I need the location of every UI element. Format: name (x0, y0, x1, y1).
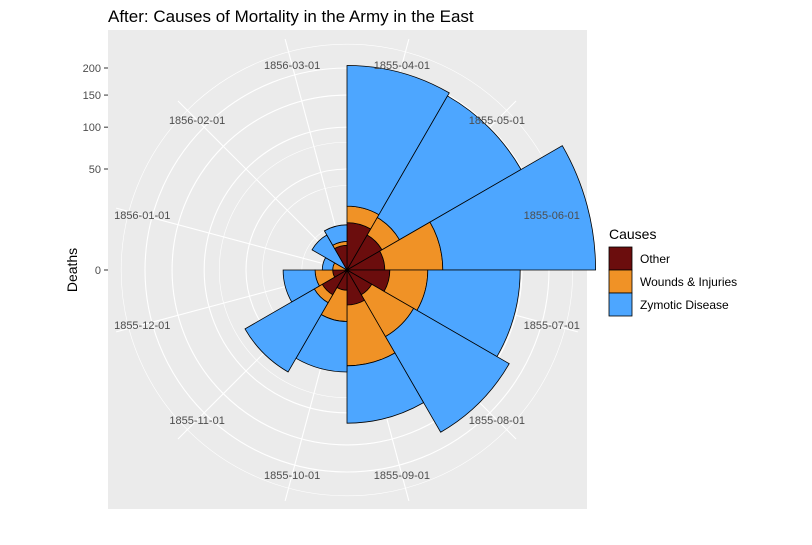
y-tick-label: 100 (83, 122, 101, 134)
legend-title: Causes (609, 226, 656, 242)
month-label: 1855-11-01 (169, 415, 224, 427)
legend-swatch (608, 269, 633, 294)
legend-label: Zymotic Disease (640, 298, 729, 312)
grid-spoke (116, 207, 348, 271)
y-tick-label: 150 (83, 90, 101, 102)
legend-swatch (608, 292, 633, 317)
month-label: 1855-07-01 (524, 320, 580, 332)
legend-items: Other Wounds & Injuries Zymotic Disease (608, 246, 737, 317)
legend-swatch (608, 246, 633, 271)
wedge-zymotic-disease (346, 65, 450, 216)
wedge-zymotic-disease (429, 145, 597, 271)
month-labels: 1855-04-01 1855-05-01 1855-06-01 1855-07-01… (114, 60, 580, 482)
month-label: 1856-02-01 (169, 115, 225, 127)
month-label: 1855-06-01 (524, 210, 580, 222)
y-tick-label: 50 (89, 164, 101, 176)
chart-title: After: Causes of Mortality in the Army i… (108, 7, 474, 26)
month-label: 1855-08-01 (469, 415, 525, 427)
wedge-zymotic-disease (376, 95, 522, 241)
month-label: 1855-12-01 (114, 320, 170, 332)
wedge-zymotic-disease (346, 352, 425, 424)
wedge-zymotic-disease (384, 307, 510, 433)
month-label: 1856-01-01 (114, 210, 170, 222)
month-label: 1855-09-01 (374, 470, 430, 482)
legend: Causes Other Wounds & Injuries Zymotic Dis… (608, 226, 737, 317)
y-tick-label: 200 (83, 63, 101, 75)
month-label: 1855-04-01 (374, 60, 430, 72)
wedge-zymotic-disease (416, 269, 521, 358)
month-label: 1855-10-01 (264, 470, 320, 482)
legend-label: Other (640, 252, 670, 266)
month-label: 1856-03-01 (264, 60, 320, 72)
month-label: 1855-05-01 (469, 115, 525, 127)
y-axis: 0 50 100 150 200 (83, 63, 108, 277)
wedge-zymotic-disease (244, 288, 329, 373)
legend-label: Wounds & Injuries (640, 275, 737, 289)
wedge-zymotic-disease (323, 224, 348, 246)
wedges (244, 65, 597, 433)
y-axis-title: Deaths (64, 248, 80, 292)
wedge-zymotic-disease (282, 269, 320, 303)
y-tick-label: 0 (95, 265, 101, 277)
